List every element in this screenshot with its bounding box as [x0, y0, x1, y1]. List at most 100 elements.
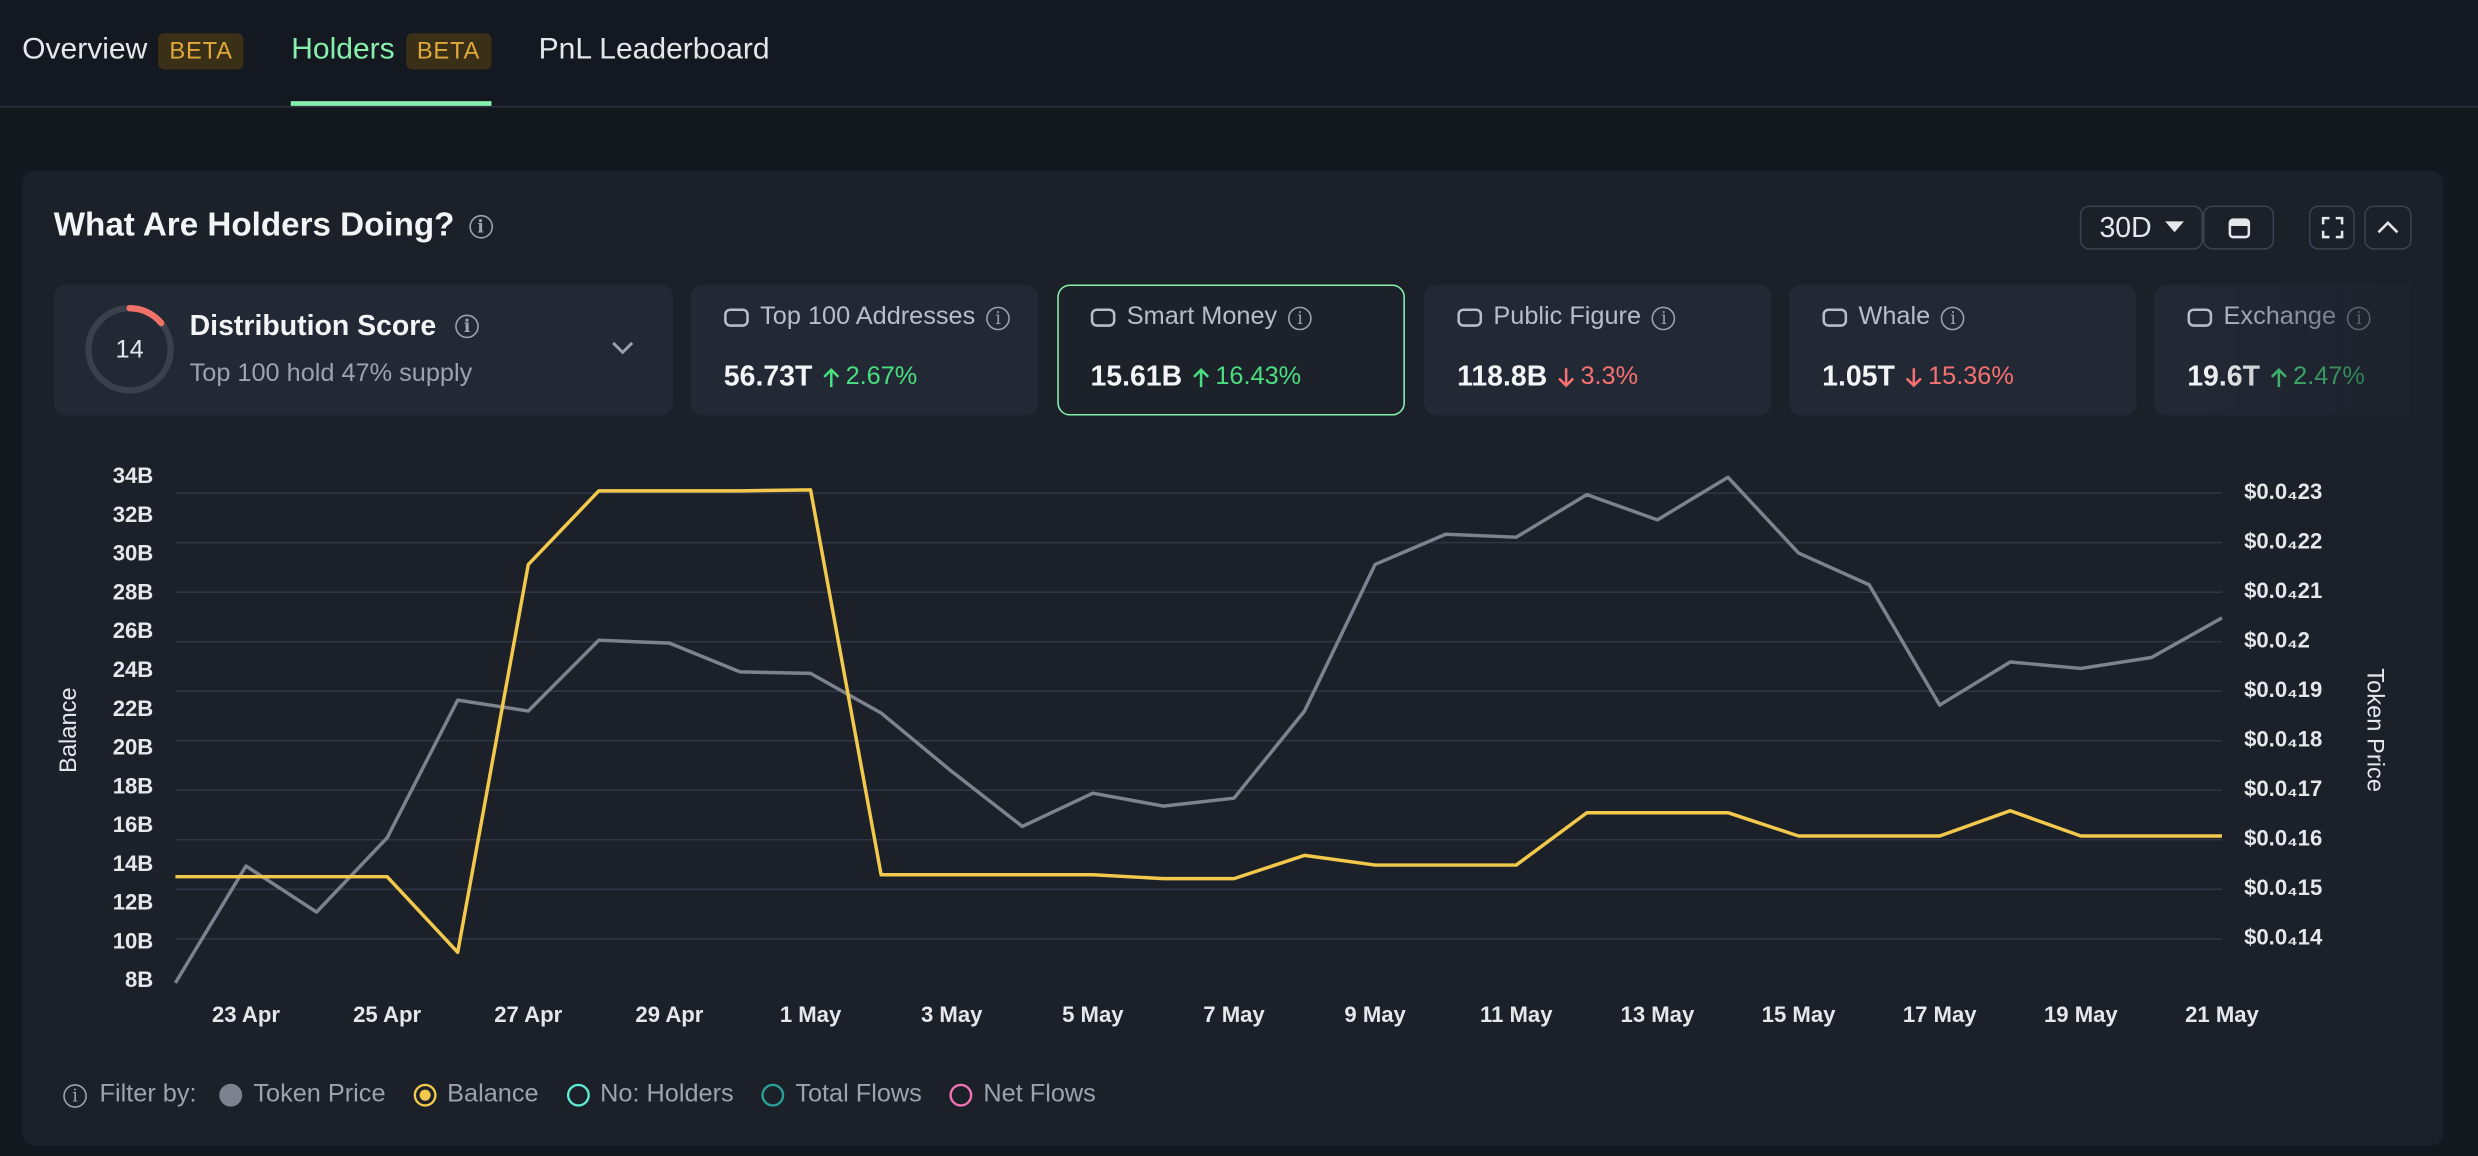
card-change: 15.36% — [1904, 362, 2014, 391]
x-tick-label: 9 May — [1344, 1002, 1406, 1027]
y-tick-label: 32B — [113, 502, 154, 527]
change-text: 2.47% — [2293, 362, 2365, 390]
change-text: 2.67% — [845, 362, 918, 390]
card-label-row: Whale i — [1822, 303, 1965, 331]
card-label: Exchange — [2223, 303, 2337, 331]
filter-name: Net Flows — [983, 1080, 1096, 1108]
y-tick-label: 24B — [113, 657, 154, 682]
y-tick-label: 16B — [113, 812, 154, 837]
card-value: 15.61B — [1090, 360, 1183, 392]
y-tick-label: 20B — [113, 735, 154, 760]
card-value-row: 19.6T 2.47% — [2187, 360, 2365, 393]
calendar-icon — [2227, 218, 2250, 239]
card-label-row: Public Figure i — [1457, 303, 1676, 331]
change-text: 15.36% — [1928, 362, 2014, 390]
y2-tick-label: $0.0₄16 — [2244, 826, 2322, 851]
segment-card[interactable]: Exchange i 19.6T 2.47% — [2154, 284, 2411, 416]
marker-ring — [761, 1083, 785, 1107]
collapse-icon — [2377, 221, 2399, 234]
filter-item[interactable]: No: Holders — [565, 1081, 734, 1109]
expand-button[interactable] — [2308, 205, 2355, 250]
legend-item[interactable]: Token Price — [219, 1081, 386, 1109]
filter-item[interactable]: Net Flows — [949, 1081, 1096, 1109]
info-icon[interactable]: i — [468, 214, 493, 238]
distribution-title: Distribution Score — [189, 309, 437, 342]
arrow-shape — [2270, 367, 2287, 387]
segment-card[interactable]: Top 100 Addresses i 56.73T 2.67% — [690, 284, 1039, 416]
card-label-row: Smart Money i — [1090, 303, 1312, 331]
x-tick-label: 27 Apr — [494, 1002, 562, 1027]
legend-label: Token Price — [253, 1080, 386, 1108]
x-tick-label: 21 May — [2185, 1002, 2259, 1027]
card-icon — [724, 308, 749, 327]
y2-tick-label: $0.0₄2 — [2244, 628, 2310, 653]
change-arrow — [1905, 367, 1922, 387]
info-icon[interactable]: i — [1941, 305, 1965, 330]
card-label-row: Exchange i — [2187, 303, 2371, 331]
period-select[interactable]: 30D — [2079, 205, 2204, 250]
x-tick-label: 15 May — [1762, 1002, 1836, 1027]
card-label-row: Top 100 Addresses i — [724, 303, 1010, 331]
card-value: 1.05T — [1822, 360, 1895, 392]
tab[interactable]: Overview BETA — [22, 0, 244, 106]
x-tick-label: 3 May — [921, 1002, 983, 1027]
beta-badge: BETA — [158, 32, 244, 69]
change-arrow — [823, 367, 840, 387]
legend-marker — [413, 1083, 437, 1107]
card-label: Top 100 Addresses — [760, 303, 976, 331]
chevron[interactable] — [612, 340, 634, 356]
arrow-shape — [1905, 367, 1922, 387]
legend-marker — [566, 1083, 590, 1107]
y-tick-label: 34B — [113, 463, 154, 488]
legend-marker — [761, 1083, 785, 1107]
icon-shape — [1090, 308, 1116, 327]
period: 30D — [2099, 210, 2152, 243]
y2-tick-label: $0.0₄15 — [2244, 875, 2322, 900]
distribution-card[interactable]: 14 Distribution Score i Top 100 hold 47% … — [53, 284, 674, 416]
marker-dot — [419, 1089, 431, 1101]
caret — [2164, 221, 2184, 233]
marker-ring — [566, 1083, 590, 1107]
calendar-button[interactable] — [2203, 205, 2275, 250]
card-icon — [1822, 308, 1848, 327]
card-value-row: 1.05T 15.36% — [1822, 360, 2014, 393]
legend-item[interactable]: Balance — [412, 1081, 539, 1109]
info-icon[interactable]: i — [455, 314, 479, 339]
panel-title: What Are Holders Doing? i — [54, 207, 493, 245]
x-tick-label: 7 May — [1203, 1002, 1265, 1027]
info-icon[interactable]: i — [63, 1083, 87, 1108]
card-label: Public Figure — [1493, 303, 1642, 331]
segment-card[interactable]: Smart Money i 15.61B 16.43% — [1057, 284, 1405, 416]
x-tick-label: 17 May — [1903, 1002, 1977, 1027]
y2-tick-label: $0.0₄22 — [2244, 528, 2322, 553]
card-value-row: 15.61B 16.43% — [1090, 360, 1301, 393]
x-tick-label: 13 May — [1621, 1002, 1695, 1027]
card-label: Whale — [1858, 303, 1931, 331]
segment-card[interactable]: Whale i 1.05T 15.36% — [1788, 284, 2137, 416]
x-tick-label: 1 May — [780, 1002, 842, 1027]
icon-shape — [1457, 308, 1483, 327]
filter-item[interactable]: Total Flows — [761, 1081, 922, 1109]
line-series — [173, 475, 2223, 984]
segment-card[interactable]: Public Figure i 118.8B 3.3% — [1423, 284, 1772, 416]
y2-axis-title: Token Price — [2361, 668, 2387, 792]
distribution-title-row: Distribution Score i — [190, 310, 479, 343]
legend-marker — [219, 1083, 243, 1107]
tab[interactable]: Holders BETA — [291, 0, 492, 106]
line-series — [175, 488, 2222, 955]
score-gauge: 14 — [85, 305, 174, 394]
card-value: 118.8B — [1457, 360, 1548, 392]
info-icon[interactable]: i — [1652, 305, 1676, 330]
expand-icon — [2321, 216, 2343, 239]
card-value-row: 56.73T 2.67% — [724, 360, 917, 393]
collapse-button[interactable] — [2364, 205, 2412, 250]
info-icon[interactable]: i — [986, 305, 1010, 330]
change-text: 16.43% — [1215, 362, 1302, 390]
title-text: What Are Holders Doing? — [53, 207, 455, 244]
info-icon[interactable]: i — [1288, 305, 1312, 330]
tab[interactable]: PnL Leaderboard — [539, 0, 770, 106]
y-tick-label: 12B — [113, 890, 154, 915]
info-icon[interactable]: i — [2347, 305, 2371, 330]
